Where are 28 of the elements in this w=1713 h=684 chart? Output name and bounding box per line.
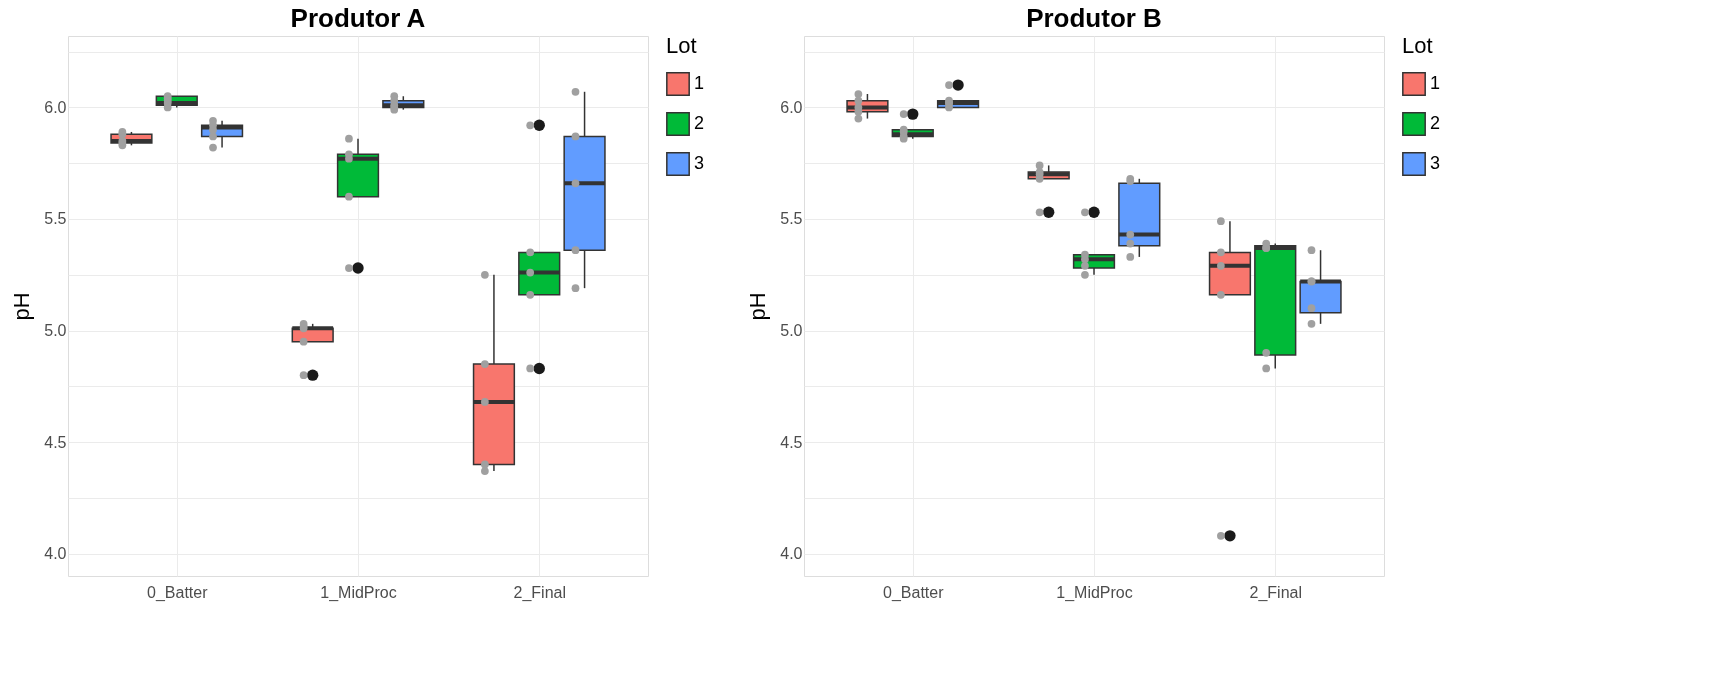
y-tick-label: 4.5 (780, 433, 803, 451)
y-tick-label: 4.0 (780, 545, 803, 563)
legend-title: Lot (1402, 33, 1433, 58)
y-tick-label: 6.0 (44, 98, 67, 116)
y-axis-title: pH (745, 292, 771, 321)
x-tick-label: 1_MidProc (320, 583, 397, 602)
legend-label: 2 (1430, 113, 1441, 133)
x-tick-label: 0_Batter (147, 583, 209, 602)
chart-title: Produtor B (1026, 3, 1162, 33)
legend-label: 3 (694, 153, 705, 173)
chart-title: Produtor A (290, 3, 426, 33)
legend-label: 3 (1430, 153, 1441, 173)
y-tick-label: 4.5 (44, 433, 67, 451)
legend-label: 1 (694, 73, 705, 93)
y-tick-label: 6.0 (780, 98, 803, 116)
legend-label: 2 (694, 113, 705, 133)
y-axis-title: pH (9, 292, 35, 321)
x-tick-label: 2_Final (513, 583, 566, 602)
y-tick-label: 5.0 (44, 322, 67, 340)
x-tick-label: 1_MidProc (1056, 583, 1133, 602)
x-tick-label: 0_Batter (883, 583, 945, 602)
legend-title: Lot (666, 33, 697, 58)
y-tick-label: 5.5 (44, 210, 67, 228)
x-tick-label: 2_Final (1249, 583, 1302, 602)
y-tick-label: 5.0 (780, 322, 803, 340)
y-tick-label: 5.5 (780, 210, 803, 228)
legend-label: 1 (1430, 73, 1441, 93)
y-tick-label: 4.0 (44, 545, 67, 563)
